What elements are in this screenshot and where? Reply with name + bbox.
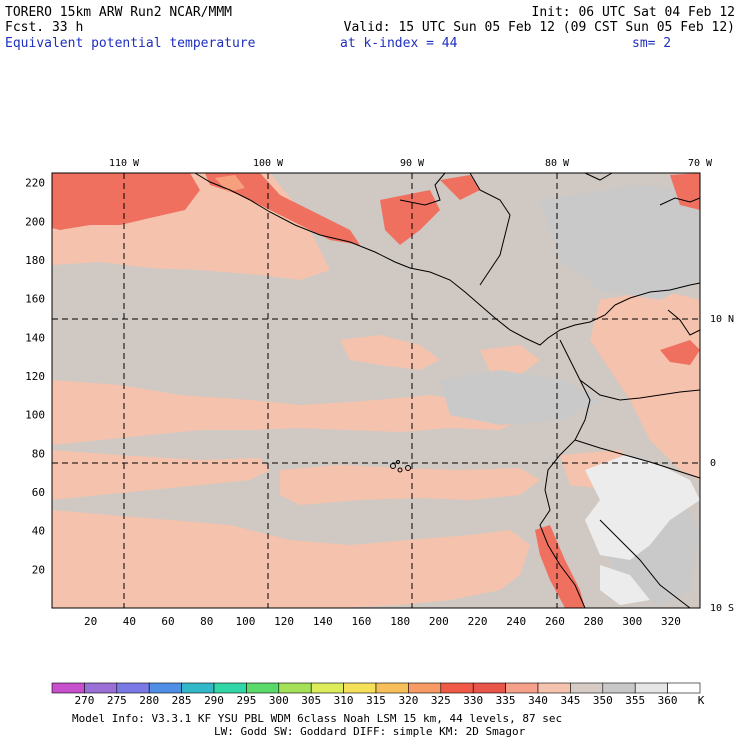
coastlines: [194, 172, 701, 609]
legend-swatch: [51, 682, 85, 694]
legend-swatch: [408, 682, 442, 694]
legend-swatch: [213, 682, 247, 694]
y-grid-ticks: 20 40 60 80 100 120 140 160 180 200 220: [25, 177, 45, 577]
legend-swatch: [84, 682, 118, 694]
legend-value-label: 280: [139, 694, 159, 707]
x-tick-label: 200: [429, 615, 449, 628]
x-tick-label: 20: [84, 615, 97, 628]
legend-value-label: 335: [496, 694, 516, 707]
longitude-labels: 110 W 100 W 90 W 80 W 70 W: [109, 158, 713, 169]
x-tick-label: 140: [313, 615, 333, 628]
legend-swatch: [570, 682, 604, 694]
lat-label-10s: 10 S: [710, 603, 734, 614]
latitude-labels: 10 N 0 10 S: [710, 314, 734, 614]
theta-e-325-spot: [215, 175, 245, 192]
smoothing-label: sm= 2: [632, 36, 671, 51]
legend-value-label: 325: [431, 694, 451, 707]
legend-swatch: [602, 682, 636, 694]
lon-label-110w: 110 W: [109, 158, 140, 169]
field-name: Equivalent potential temperature: [5, 36, 256, 51]
legend-value-label: 340: [528, 694, 548, 707]
model-run-title: TORERO 15km ARW Run2 NCAR/MMM: [5, 5, 232, 20]
lon-label-100w: 100 W: [253, 158, 284, 169]
theta-e-330-regions: [52, 173, 700, 608]
legend-value-label: 285: [172, 694, 192, 707]
legend-swatch: [505, 682, 539, 694]
x-tick-label: 220: [468, 615, 488, 628]
x-tick-label: 120: [274, 615, 294, 628]
theta-e-340-bands: [52, 173, 700, 608]
x-tick-label: 40: [123, 615, 136, 628]
y-tick-label: 220: [25, 177, 45, 190]
x-tick-label: 240: [506, 615, 526, 628]
legend-swatch: [343, 682, 377, 694]
legend-swatch: [472, 682, 506, 694]
legend-swatch: [310, 682, 344, 694]
legend-swatch: [634, 682, 668, 694]
y-tick-label: 140: [25, 331, 45, 344]
legend-value-label: 350: [593, 694, 613, 707]
lon-label-70w: 70 W: [688, 158, 713, 169]
legend-value-label: 300: [269, 694, 289, 707]
model-info-line: Model Info: V3.3.1 KF YSU PBL WDM 6class…: [72, 712, 562, 725]
init-time: Init: 06 UTC Sat 04 Feb 12: [532, 5, 736, 20]
legend-value-label: 345: [560, 694, 580, 707]
y-tick-label: 200: [25, 215, 45, 228]
lat-label-eq: 0: [710, 458, 716, 469]
legend-value-label: 290: [204, 694, 224, 707]
legend-value-label: 295: [236, 694, 256, 707]
x-tick-label: 100: [235, 615, 255, 628]
x-tick-label: 320: [661, 615, 681, 628]
y-tick-label: 180: [25, 254, 45, 267]
x-tick-label: 280: [584, 615, 604, 628]
legend-swatch: [116, 682, 150, 694]
legend-value-label: 275: [107, 694, 127, 707]
legend-swatch: [667, 682, 701, 694]
x-tick-label: 80: [200, 615, 213, 628]
legend-unit: K: [698, 694, 705, 707]
y-tick-label: 80: [32, 447, 45, 460]
map-panel: 110 W 100 W 90 W 80 W 70 W 10 N 0 10 S 2…: [25, 158, 734, 628]
y-tick-label: 160: [25, 293, 45, 306]
y-tick-label: 120: [25, 370, 45, 383]
physics-info-line: LW: Godd SW: Goddard DIFF: simple KM: 2D…: [214, 725, 526, 738]
lon-label-90w: 90 W: [400, 158, 425, 169]
legend-value-label: 270: [74, 694, 94, 707]
legend-value-label: 330: [463, 694, 483, 707]
y-tick-label: 40: [32, 525, 45, 538]
valid-time: Valid: 15 UTC Sun 05 Feb 12 (09 CST Sun …: [344, 20, 735, 35]
x-tick-label: 60: [161, 615, 174, 628]
x-tick-label: 300: [622, 615, 642, 628]
x-tick-label: 260: [545, 615, 565, 628]
legend-value-label: 355: [625, 694, 645, 707]
map-frame: [51, 172, 701, 609]
legend-swatch: [375, 682, 409, 694]
legend-swatch: [537, 682, 571, 694]
legend-value-label: 305: [301, 694, 321, 707]
legend-swatch: [278, 682, 312, 694]
legend-swatch: [246, 682, 280, 694]
y-tick-label: 20: [32, 563, 45, 576]
x-tick-label: 180: [390, 615, 410, 628]
legend-swatch: [181, 682, 215, 694]
color-legend: 270 275 280 285 290 295 300 305 310 315 320 325 330 3…: [51, 682, 705, 707]
lon-label-80w: 80 W: [545, 158, 570, 169]
y-tick-label: 100: [25, 409, 45, 422]
y-tick-label: 60: [32, 486, 45, 499]
lat-label-10n: 10 N: [710, 314, 734, 325]
x-tick-label: 160: [352, 615, 372, 628]
legend-value-label: 310: [334, 694, 354, 707]
graticule: [52, 173, 700, 608]
x-grid-ticks: 20 40 60 80 100 120 140 160 180 200 220 240 260 280 30…: [84, 615, 681, 628]
legend-swatch: [440, 682, 474, 694]
legend-labels: 270 275 280 285 290 295 300 305 310 315 320 325 330 3…: [74, 694, 677, 707]
legend-value-label: 315: [366, 694, 386, 707]
legend-value-label: 320: [398, 694, 418, 707]
legend-swatches: [51, 682, 701, 694]
forecast-hour: Fcst. 33 h: [5, 20, 83, 35]
legend-swatch: [148, 682, 182, 694]
legend-value-label: 360: [658, 694, 678, 707]
k-index-label: at k-index = 44: [340, 36, 458, 51]
